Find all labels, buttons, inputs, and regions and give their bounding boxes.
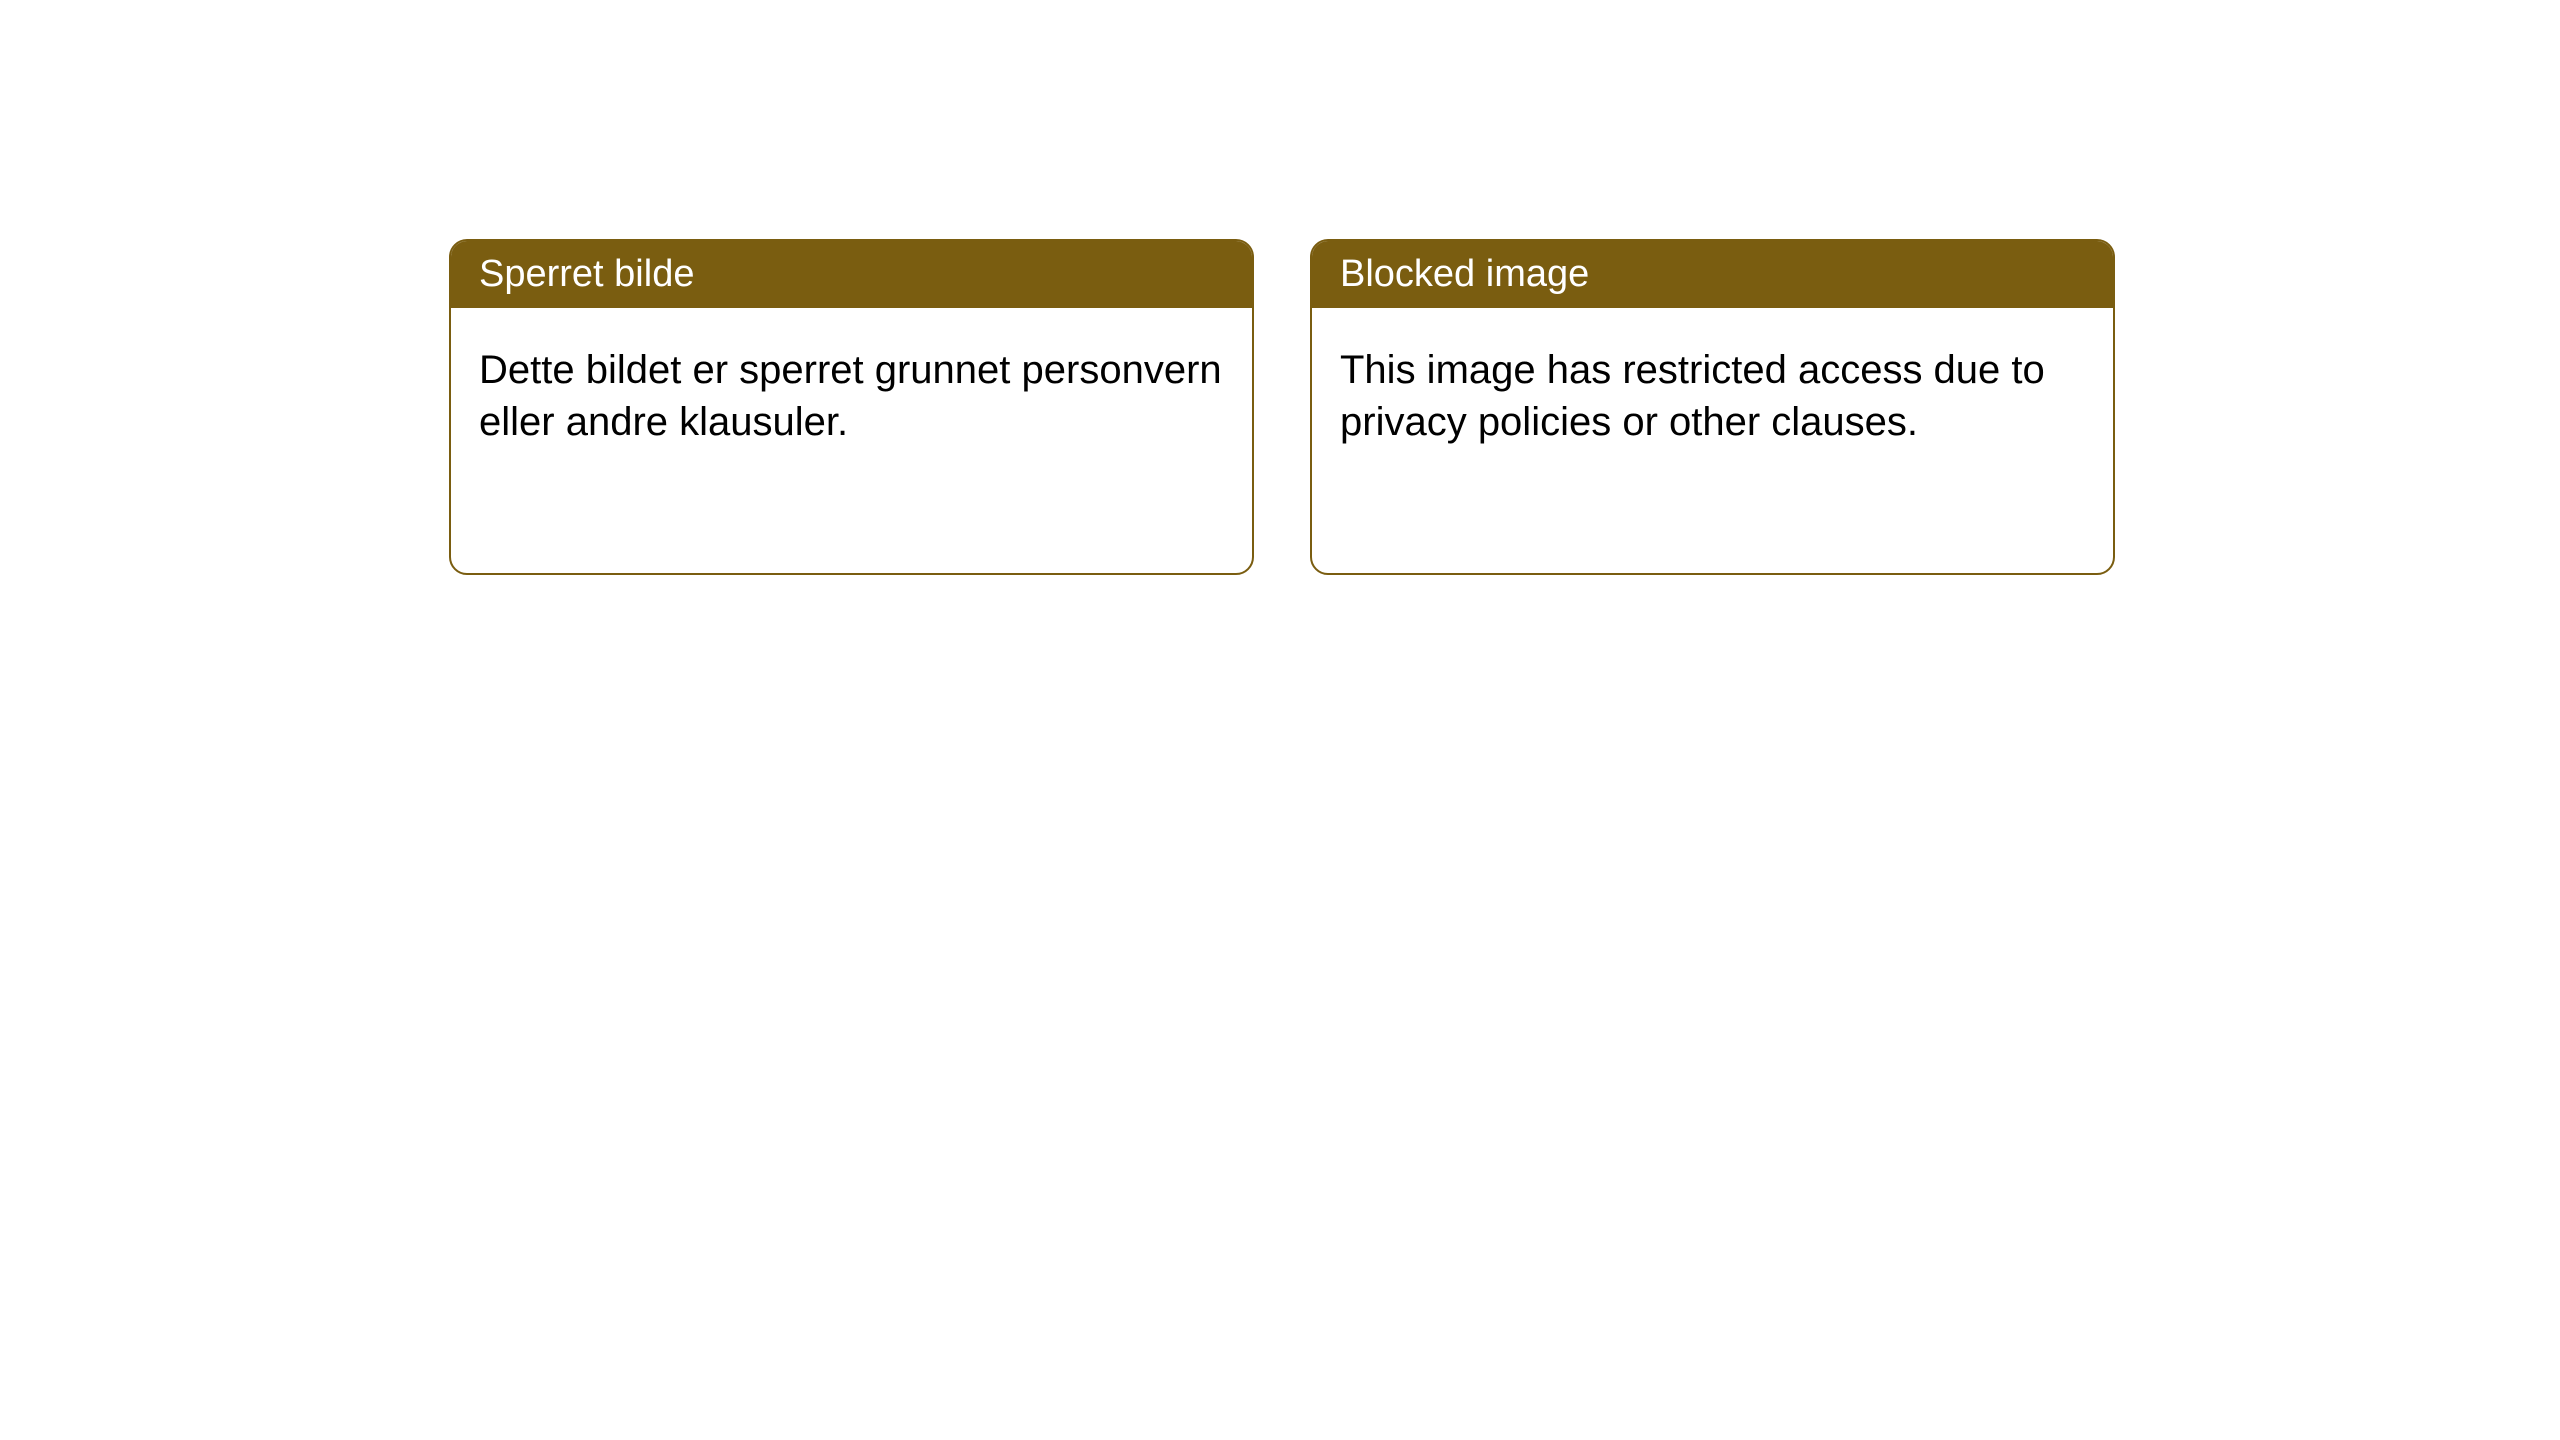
notice-body: Dette bildet er sperret grunnet personve… xyxy=(451,308,1252,484)
notice-container: Sperret bilde Dette bildet er sperret gr… xyxy=(449,239,2115,575)
notice-body-text: Dette bildet er sperret grunnet personve… xyxy=(479,348,1222,444)
notice-header: Sperret bilde xyxy=(451,241,1252,308)
notice-box-english: Blocked image This image has restricted … xyxy=(1310,239,2115,575)
notice-body-text: This image has restricted access due to … xyxy=(1340,348,2045,444)
notice-header-text: Blocked image xyxy=(1340,253,1589,295)
notice-header: Blocked image xyxy=(1312,241,2113,308)
notice-header-text: Sperret bilde xyxy=(479,253,694,295)
notice-body: This image has restricted access due to … xyxy=(1312,308,2113,484)
notice-box-norwegian: Sperret bilde Dette bildet er sperret gr… xyxy=(449,239,1254,575)
